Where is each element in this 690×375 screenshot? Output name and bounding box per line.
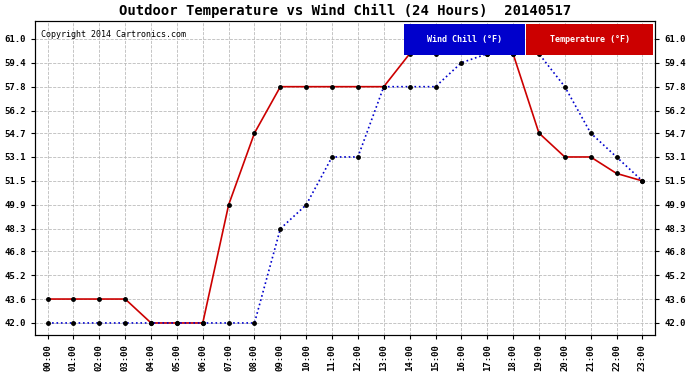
Title: Outdoor Temperature vs Wind Chill (24 Hours)  20140517: Outdoor Temperature vs Wind Chill (24 Ho… bbox=[119, 4, 571, 18]
Text: Copyright 2014 Cartronics.com: Copyright 2014 Cartronics.com bbox=[41, 30, 186, 39]
